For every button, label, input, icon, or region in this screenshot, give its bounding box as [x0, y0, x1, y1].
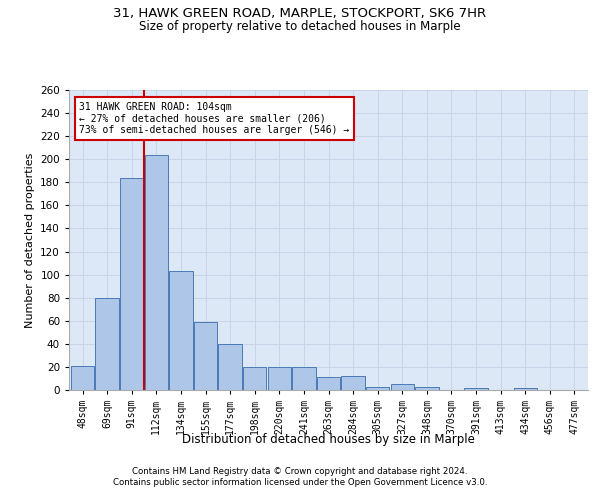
Bar: [292, 367, 316, 390]
Text: Distribution of detached houses by size in Marple: Distribution of detached houses by size …: [182, 432, 475, 446]
Bar: [194, 322, 217, 390]
Text: Size of property relative to detached houses in Marple: Size of property relative to detached ho…: [139, 20, 461, 33]
Bar: [120, 178, 143, 390]
Bar: [169, 271, 193, 390]
Bar: [366, 386, 389, 390]
Y-axis label: Number of detached properties: Number of detached properties: [25, 152, 35, 328]
Text: Contains public sector information licensed under the Open Government Licence v3: Contains public sector information licen…: [113, 478, 487, 487]
Bar: [243, 367, 266, 390]
Bar: [71, 366, 94, 390]
Text: 31, HAWK GREEN ROAD, MARPLE, STOCKPORT, SK6 7HR: 31, HAWK GREEN ROAD, MARPLE, STOCKPORT, …: [113, 8, 487, 20]
Bar: [145, 154, 168, 390]
Bar: [514, 388, 537, 390]
Bar: [341, 376, 365, 390]
Bar: [391, 384, 414, 390]
Bar: [464, 388, 488, 390]
Bar: [268, 367, 291, 390]
Text: 31 HAWK GREEN ROAD: 104sqm
← 27% of detached houses are smaller (206)
73% of sem: 31 HAWK GREEN ROAD: 104sqm ← 27% of deta…: [79, 102, 350, 135]
Text: Contains HM Land Registry data © Crown copyright and database right 2024.: Contains HM Land Registry data © Crown c…: [132, 467, 468, 476]
Bar: [95, 298, 119, 390]
Bar: [317, 378, 340, 390]
Bar: [218, 344, 242, 390]
Bar: [415, 386, 439, 390]
